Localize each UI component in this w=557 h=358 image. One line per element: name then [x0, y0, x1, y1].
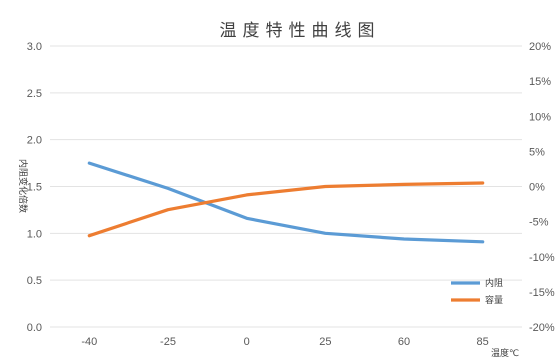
series-line-capacity [87, 181, 485, 238]
x-axis-label: 温度℃ [491, 347, 519, 358]
x-tick-label: 25 [319, 336, 331, 348]
x-tick-label: -25 [160, 336, 176, 348]
right-axis-ticks: -20% -15% -10% -5% 0% 5% 10% 15% 20% [529, 41, 555, 334]
x-tick-label: 0 [244, 336, 250, 348]
right-tick-label: -10% [529, 252, 555, 264]
right-tick-label: -20% [529, 322, 555, 334]
left-tick-label: 1.0 [27, 228, 42, 240]
series-lines [87, 161, 485, 244]
left-tick-label: 0.0 [27, 322, 42, 334]
x-tick-label: -40 [81, 336, 97, 348]
x-tick-label: 85 [477, 336, 489, 348]
left-tick-label: 2.0 [27, 135, 42, 147]
x-axis-ticks: -40 -25 0 25 60 85 [81, 336, 488, 348]
right-tick-label: -15% [529, 287, 555, 299]
right-tick-label: 0% [529, 182, 545, 194]
x-tick-label: 60 [398, 336, 410, 348]
left-tick-label: 0.5 [27, 275, 42, 287]
y-axis-label: 内阻变化倍数 [17, 159, 29, 213]
right-tick-label: -5% [529, 217, 549, 229]
legend-label: 内阻 [485, 277, 503, 289]
right-tick-label: 20% [529, 41, 551, 53]
right-tick-label: 10% [529, 111, 551, 123]
left-tick-label: 2.5 [27, 88, 42, 100]
left-tick-label: 3.0 [27, 41, 42, 53]
left-tick-label: 1.5 [27, 182, 42, 194]
chart-title: 温度特性曲线图 [220, 21, 381, 41]
series-line-resistance [87, 161, 485, 244]
right-tick-label: 5% [529, 146, 545, 158]
legend-label: 容量 [485, 294, 503, 306]
gridlines [50, 45, 522, 328]
left-axis-ticks: 0.0 0.5 1.0 1.5 2.0 2.5 3.0 [27, 41, 42, 334]
right-tick-label: 15% [529, 76, 551, 88]
